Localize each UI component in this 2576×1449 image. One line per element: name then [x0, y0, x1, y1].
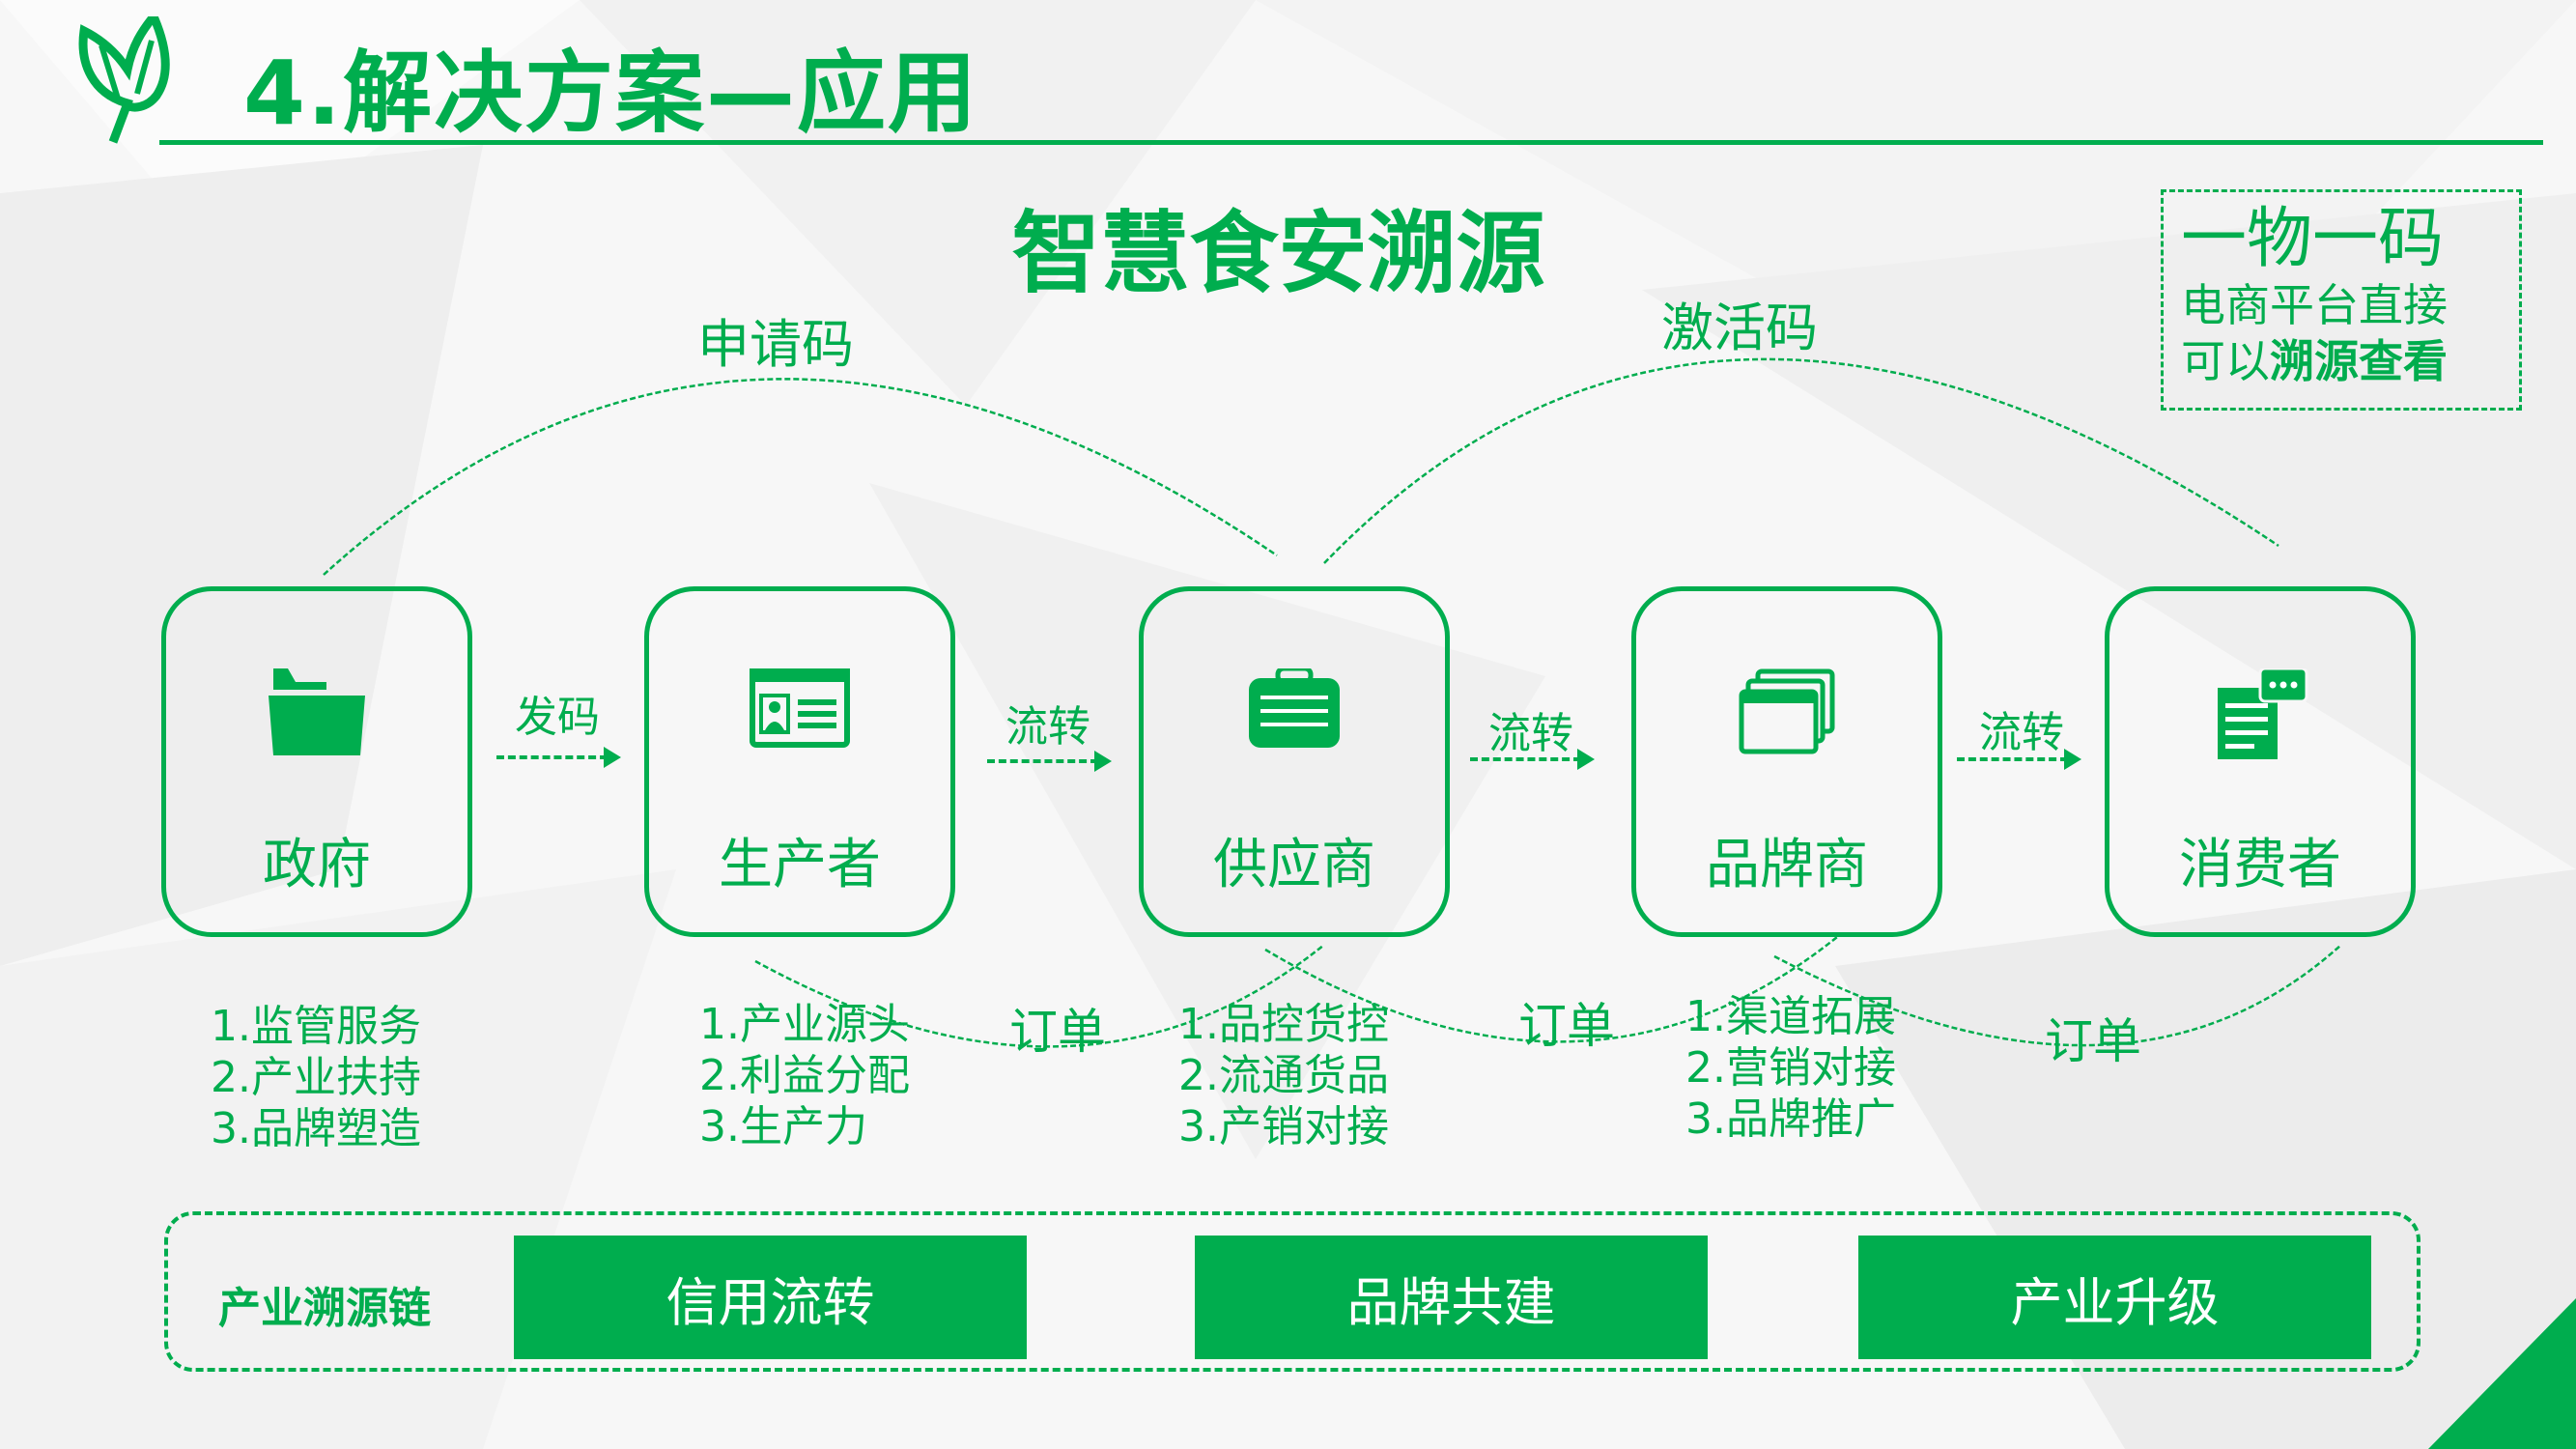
- order-label: 订单: [1518, 998, 1615, 1054]
- chain-button-credit[interactable]: 信用流转: [514, 1236, 1027, 1359]
- folder-icon: [269, 668, 365, 755]
- arc-label-apply: 申请码: [697, 314, 854, 375]
- leaf-icon: [78, 16, 170, 144]
- node-producer[interactable]: 生产者: [644, 586, 955, 937]
- code-note-line: 电商平台直接: [2181, 279, 2448, 331]
- diagram-title-text: 智慧食安溯源: [1011, 202, 1545, 305]
- flow-label: 流转: [1005, 702, 1090, 752]
- node-supplier[interactable]: 供应商: [1139, 586, 1450, 937]
- node-consumer[interactable]: 消费者: [2105, 586, 2416, 937]
- node-brand[interactable]: 品牌商: [1631, 586, 1942, 937]
- suitcase-icon: [1249, 668, 1340, 748]
- list-item: 3.品牌塑造: [211, 1104, 421, 1153]
- document-chat-icon: [2218, 668, 2308, 759]
- list-item: 2.流通货品: [1178, 1051, 1389, 1100]
- code-note-line: 可以溯源查看: [2181, 333, 2502, 389]
- title-divider: [159, 140, 2543, 145]
- order-label: 订单: [1009, 1004, 1106, 1060]
- traceability-chain-box: [164, 1211, 2420, 1372]
- flow-arrow: [1470, 749, 1595, 770]
- code-note-box: 一物一码 电商平台直接 可以溯源查看: [2161, 189, 2522, 411]
- code-note-prefix: 可以: [2181, 335, 2270, 387]
- list-item: 3.品牌推广: [1685, 1094, 1896, 1144]
- node-label: 生产者: [719, 834, 881, 896]
- node-label: 品牌商: [1706, 834, 1868, 896]
- chain-button-brand[interactable]: 品牌共建: [1195, 1236, 1708, 1359]
- list-item: 3.产销对接: [1178, 1102, 1389, 1151]
- node-label: 消费者: [2179, 834, 2341, 896]
- order-label: 订单: [2045, 1013, 2141, 1069]
- node-government[interactable]: 政府: [161, 586, 472, 937]
- node-label: 政府: [263, 834, 371, 896]
- list-item: 1.品控货控: [1178, 1000, 1389, 1049]
- corner-triangle: [2428, 1298, 2576, 1449]
- node-list: 1.产业源头 2.利益分配 3.生产力: [699, 999, 910, 1152]
- chain-label: 产业溯源链: [218, 1284, 431, 1333]
- arc-label-activate: 激活码: [1661, 298, 1818, 358]
- node-list: 1.监管服务 2.产业扶持 3.品牌塑造: [211, 1001, 421, 1154]
- diagram-title: 智慧食安溯源: [0, 182, 2576, 310]
- flow-arrow: [496, 747, 621, 768]
- id-card-icon: [750, 668, 850, 748]
- list-item: 1.产业源头: [699, 1000, 910, 1049]
- flow-label: 流转: [1488, 709, 1573, 758]
- flow-arrow: [1957, 749, 2081, 770]
- list-item: 2.产业扶持: [211, 1053, 421, 1102]
- node-label: 供应商: [1213, 834, 1375, 896]
- list-item: 2.利益分配: [699, 1051, 910, 1100]
- list-item: 3.生产力: [699, 1102, 867, 1151]
- list-item: 1.渠道拓展: [1685, 992, 1896, 1041]
- list-item: 2.营销对接: [1685, 1043, 1896, 1093]
- code-note-heading: 一物一码: [2181, 201, 2445, 277]
- flow-label: 发码: [515, 693, 600, 742]
- list-item: 1.监管服务: [211, 1002, 421, 1051]
- page-title: 4.解决方案—应用: [243, 42, 978, 145]
- flow-arrow: [987, 751, 1112, 772]
- node-list: 1.渠道拓展 2.营销对接 3.品牌推广: [1685, 991, 1896, 1145]
- flow-label: 流转: [1979, 708, 2064, 757]
- code-note-bold: 溯源查看: [2270, 335, 2448, 387]
- node-list: 1.品控货控 2.流通货品 3.产销对接: [1178, 999, 1389, 1152]
- windows-icon: [1739, 668, 1835, 754]
- chain-button-upgrade[interactable]: 产业升级: [1858, 1236, 2371, 1359]
